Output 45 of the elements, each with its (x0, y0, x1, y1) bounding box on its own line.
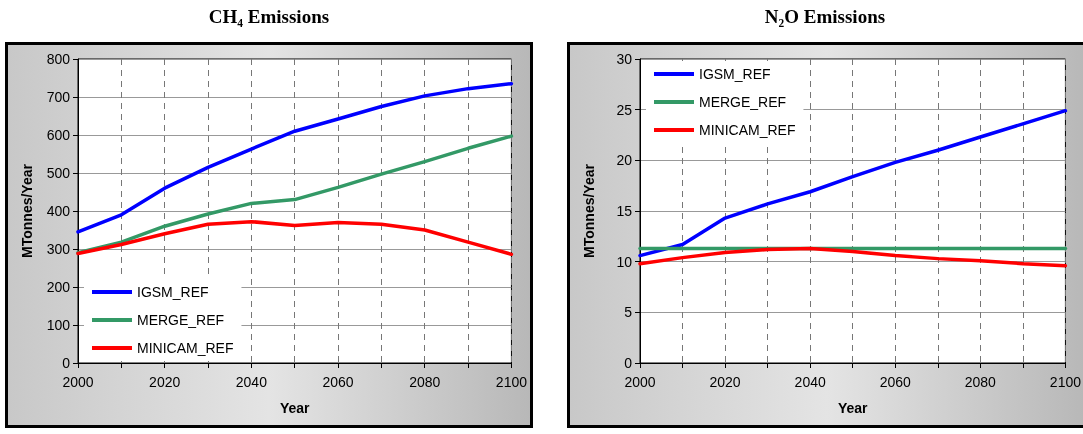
y-axis-title: MTonnes/Year (581, 163, 597, 258)
line-series (76, 81, 514, 234)
x-tick-label: 2020 (149, 374, 181, 390)
x-tick-label: 2040 (794, 374, 826, 390)
x-tick-label: 2000 (62, 374, 94, 390)
y-tick-label: 800 (46, 51, 71, 67)
y-tick-label: 30 (616, 51, 633, 67)
legend-label: MINICAM_REF (699, 122, 796, 138)
line-series (638, 108, 1068, 258)
legend-label: MERGE_REF (699, 94, 787, 110)
y-tick-label: 10 (616, 253, 633, 270)
x-tick-label: 2100 (1049, 374, 1082, 390)
legend-label: IGSM_REF (699, 66, 771, 82)
x-tick-label: 2080 (964, 374, 997, 390)
x-tick-label: 2040 (235, 374, 268, 390)
x-tick-label: 2020 (709, 374, 741, 390)
y-tick-label: 400 (46, 203, 71, 219)
line-series (76, 219, 514, 257)
x-axis-title: Year (837, 400, 869, 416)
y-tick-label: 100 (46, 317, 71, 333)
line-series (76, 134, 514, 255)
y-tick-label: 200 (46, 279, 71, 295)
legend-label: MINICAM_REF (137, 340, 234, 356)
x-tick-label: 2080 (409, 374, 441, 390)
y-axis-title: MTonnes/Year (19, 163, 35, 258)
y-tick-label: 20 (616, 152, 633, 169)
y-tick-label: 500 (46, 165, 71, 181)
y-tick-label: 700 (46, 89, 71, 105)
y-tick-label: 0 (62, 355, 71, 371)
x-tick-label: 2060 (879, 374, 912, 390)
x-tick-label: 2000 (624, 374, 656, 390)
y-tick-label: 600 (46, 127, 71, 143)
legend-label: MERGE_REF (137, 312, 225, 328)
x-tick-label: 2100 (495, 374, 528, 390)
y-tick-label: 15 (616, 203, 633, 219)
y-tick-label: 0 (624, 355, 633, 371)
y-tick-label: 300 (46, 241, 71, 257)
legend-label: IGSM_REF (137, 284, 209, 300)
line-series (638, 246, 1068, 268)
x-axis-title: Year (279, 400, 311, 416)
y-tick-label: 25 (616, 101, 633, 118)
y-tick-label: 5 (624, 304, 633, 321)
chart-title: N₂O Emissions (763, 6, 887, 28)
chart-title: CH₄ Emissions (207, 6, 331, 28)
x-tick-label: 2060 (322, 374, 354, 390)
